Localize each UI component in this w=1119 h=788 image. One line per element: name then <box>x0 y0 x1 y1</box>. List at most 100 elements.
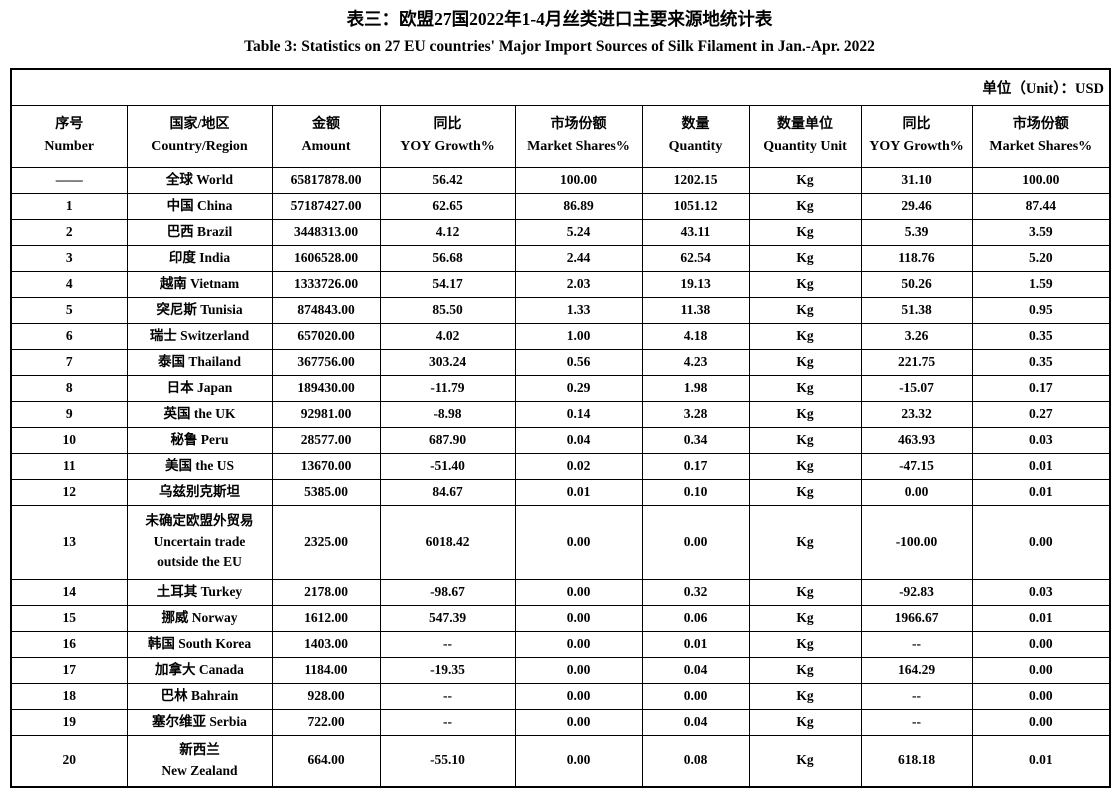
cell-yoy_amount: -8.98 <box>379 400 516 428</box>
column-header-zh: 国家/地区 <box>169 117 230 133</box>
table-header-row: 序号 Number 国家/地区 Country/Region 金额 Amount 同比 YOY… <box>10 104 1111 168</box>
cell-yoy_amount: 54.17 <box>379 270 516 298</box>
cell-yoy_quantity: 0.00 <box>860 478 973 506</box>
column-header-zh: 市场份额 <box>1012 117 1069 133</box>
cell-number: 10 <box>10 426 128 454</box>
cell-yoy_amount: -55.10 <box>379 734 516 788</box>
column-header-en: Market Shares% <box>989 139 1093 154</box>
table-row: 4 越南 Vietnam 1333726.00 54.17 2.03 19.13 Kg 50.… <box>10 270 1111 298</box>
cell-quantity: 0.34 <box>641 426 750 454</box>
cell-market_share_quantity: 0.00 <box>971 656 1111 684</box>
table-row: 18 巴林 Bahrain 928.00 -- 0.00 0.00 Kg -- 0.00 <box>10 682 1111 710</box>
cell-quantity_unit: Kg <box>748 708 862 736</box>
cell-quantity_unit: Kg <box>748 452 862 480</box>
column-header-country: 国家/地区 Country/Region <box>126 104 273 168</box>
cell-country: 突尼斯 Tunisia <box>126 296 273 324</box>
cell-amount: 13670.00 <box>271 452 381 480</box>
cell-yoy_amount: 6018.42 <box>379 504 516 580</box>
cell-market_share_amount: 0.00 <box>514 604 643 632</box>
cell-quantity: 62.54 <box>641 244 750 272</box>
cell-number: 16 <box>10 630 128 658</box>
cell-country: 加拿大 Canada <box>126 656 273 684</box>
cell-country: 越南 Vietnam <box>126 270 273 298</box>
cell-yoy_amount: 56.42 <box>379 166 516 194</box>
cell-number: 13 <box>10 504 128 580</box>
cell-country: 瑞士 Switzerland <box>126 322 273 350</box>
cell-number: 6 <box>10 322 128 350</box>
cell-market_share_quantity: 87.44 <box>971 192 1111 220</box>
table-row: 8 日本 Japan 189430.00 -11.79 0.29 1.98 Kg -15.07… <box>10 374 1111 402</box>
column-header-number: 序号 Number <box>10 104 128 168</box>
table-row: 19 塞尔维亚 Serbia 722.00 -- 0.00 0.04 Kg -- 0.00 <box>10 708 1111 736</box>
column-header-en: Number <box>44 139 95 154</box>
column-header-en: Amount <box>301 139 351 154</box>
cell-quantity_unit: Kg <box>748 504 862 580</box>
cell-quantity_unit: Kg <box>748 656 862 684</box>
cell-market_share_quantity: 0.01 <box>971 734 1111 788</box>
cell-quantity: 0.08 <box>641 734 750 788</box>
cell-quantity: 0.00 <box>641 682 750 710</box>
column-header-market_share_quantity: 市场份额 Market Shares% <box>971 104 1111 168</box>
table-row: 6 瑞士 Switzerland 657020.00 4.02 1.00 4.18 Kg 3.… <box>10 322 1111 350</box>
cell-country: 中国 China <box>126 192 273 220</box>
cell-yoy_amount: -19.35 <box>379 656 516 684</box>
cell-market_share_amount: 1.33 <box>514 296 643 324</box>
cell-amount: 2178.00 <box>271 578 381 606</box>
cell-quantity: 4.18 <box>641 322 750 350</box>
column-header-zh: 同比 <box>902 117 931 133</box>
cell-yoy_amount: -51.40 <box>379 452 516 480</box>
cell-yoy_quantity: 5.39 <box>860 218 973 246</box>
cell-amount: 65817878.00 <box>271 166 381 194</box>
cell-yoy_amount: 56.68 <box>379 244 516 272</box>
cell-market_share_quantity: 0.03 <box>971 578 1111 606</box>
page-title-chinese: 表三：欧盟27国2022年1-4月丝类进口主要来源地统计表 <box>346 9 773 29</box>
cell-market_share_quantity: 5.20 <box>971 244 1111 272</box>
cell-country: 未确定欧盟外贸易 Uncertain trade outside the EU <box>126 504 273 580</box>
cell-quantity: 0.04 <box>641 656 750 684</box>
cell-yoy_quantity: 29.46 <box>860 192 973 220</box>
cell-number: 11 <box>10 452 128 480</box>
cell-market_share_amount: 0.29 <box>514 374 643 402</box>
column-header-en: Market Shares% <box>527 139 630 154</box>
cell-market_share_quantity: 0.35 <box>971 348 1111 376</box>
cell-number: 9 <box>10 400 128 428</box>
cell-yoy_amount: -- <box>379 630 516 658</box>
cell-market_share_amount: 0.56 <box>514 348 643 376</box>
cell-quantity: 0.06 <box>641 604 750 632</box>
table-row: 20 新西兰 New Zealand 664.00 -55.10 0.00 0.08 Kg 6… <box>10 734 1111 788</box>
cell-market_share_amount: 0.01 <box>514 478 643 506</box>
cell-quantity: 1.98 <box>641 374 750 402</box>
cell-amount: 1333726.00 <box>271 270 381 298</box>
unit-row: 单位（Unit）：USD <box>10 68 1111 106</box>
cell-market_share_quantity: 0.00 <box>971 504 1111 580</box>
cell-amount: 3448313.00 <box>271 218 381 246</box>
cell-number: 8 <box>10 374 128 402</box>
cell-yoy_quantity: 164.29 <box>860 656 973 684</box>
cell-amount: 189430.00 <box>271 374 381 402</box>
table-row: —— 全球 World 65817878.00 56.42 100.00 1202.15 K… <box>10 166 1111 194</box>
cell-market_share_quantity: 0.01 <box>971 478 1111 506</box>
cell-quantity_unit: Kg <box>748 244 862 272</box>
table-row: 2 巴西 Brazil 3448313.00 4.12 5.24 43.11 Kg 5.39 3… <box>10 218 1111 246</box>
cell-yoy_amount: 85.50 <box>379 296 516 324</box>
cell-yoy_amount: -11.79 <box>379 374 516 402</box>
cell-quantity: 0.10 <box>641 478 750 506</box>
cell-market_share_amount: 0.00 <box>514 682 643 710</box>
cell-yoy_quantity: 3.26 <box>860 322 973 350</box>
cell-yoy_quantity: 51.38 <box>860 296 973 324</box>
cell-quantity_unit: Kg <box>748 478 862 506</box>
cell-yoy_amount: -- <box>379 708 516 736</box>
column-header-zh: 市场份额 <box>550 117 607 133</box>
cell-quantity_unit: Kg <box>748 682 862 710</box>
cell-market_share_quantity: 0.00 <box>971 682 1111 710</box>
cell-yoy_quantity: 1966.67 <box>860 604 973 632</box>
table-row: 7 泰国 Thailand 367756.00 303.24 0.56 4.23 Kg 221… <box>10 348 1111 376</box>
cell-quantity_unit: Kg <box>748 374 862 402</box>
cell-market_share_amount: 2.03 <box>514 270 643 298</box>
cell-yoy_quantity: -- <box>860 682 973 710</box>
cell-market_share_quantity: 0.95 <box>971 296 1111 324</box>
cell-country: 全球 World <box>126 166 273 194</box>
cell-market_share_quantity: 0.00 <box>971 708 1111 736</box>
cell-market_share_quantity: 0.27 <box>971 400 1111 428</box>
cell-yoy_quantity: 118.76 <box>860 244 973 272</box>
